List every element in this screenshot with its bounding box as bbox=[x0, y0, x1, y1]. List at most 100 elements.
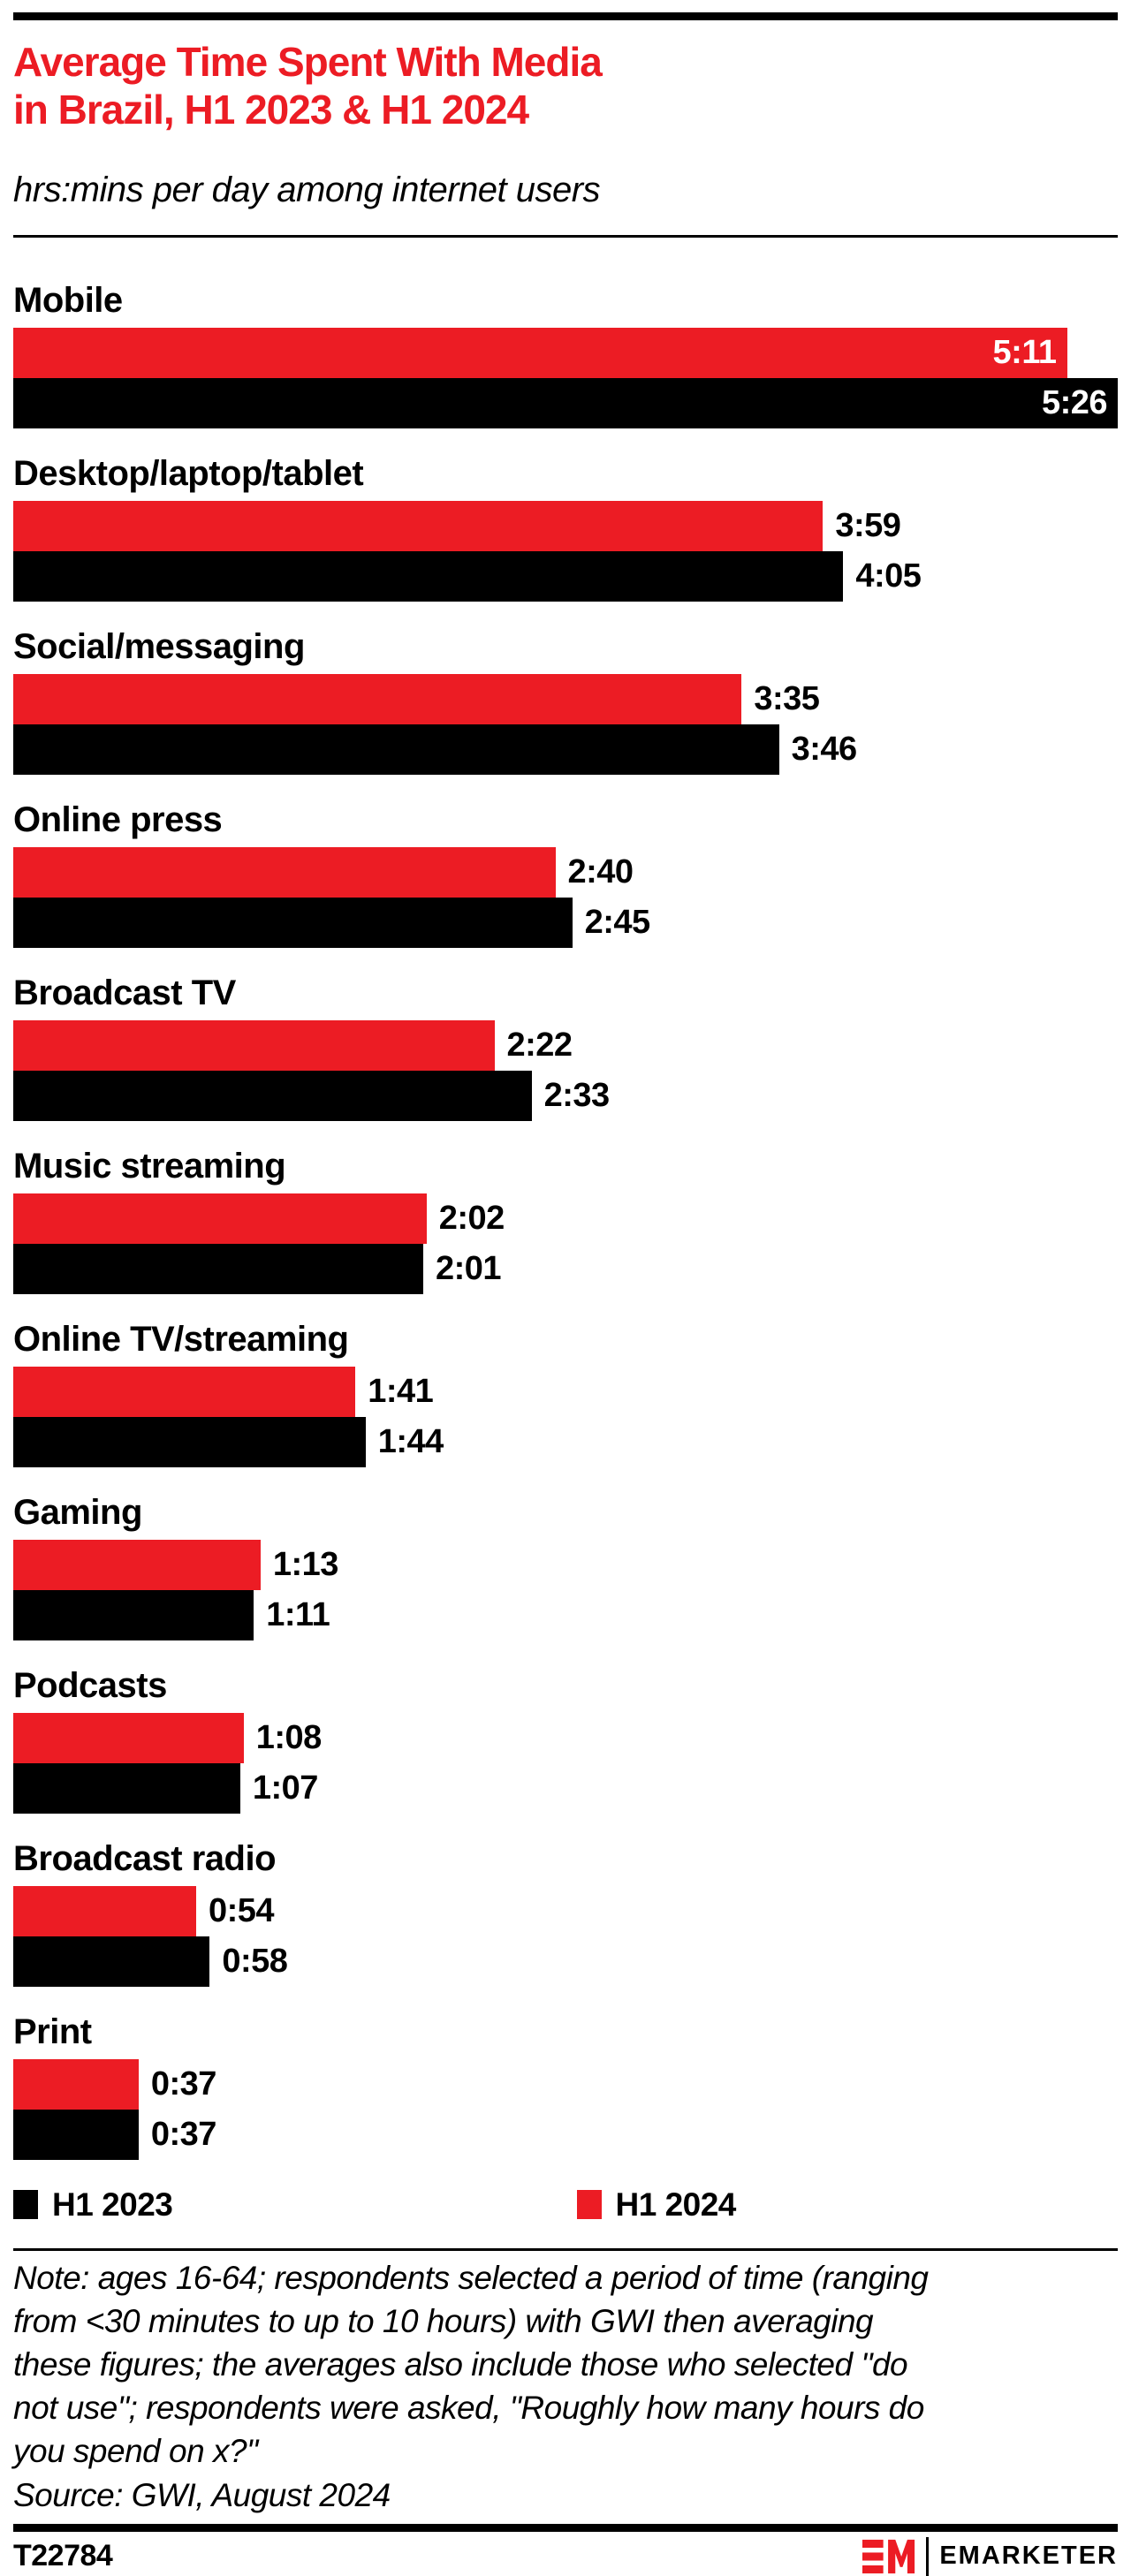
legend-swatch-h1-2023 bbox=[13, 2190, 38, 2220]
bar-value-label: 1:11 bbox=[266, 1595, 330, 1633]
bar-h1-2024 bbox=[13, 673, 742, 724]
bar-h1-2024 bbox=[13, 1712, 244, 1763]
legend-item-h1-2024: H1 2024 bbox=[576, 2186, 737, 2224]
bar-h1-2023 bbox=[13, 1936, 210, 1987]
bar-h1-2023 bbox=[13, 550, 844, 602]
bar-h1-2023 bbox=[13, 1589, 254, 1640]
bar-value-label: 2:22 bbox=[506, 1026, 573, 1064]
category-label: Desktop/laptop/tablet bbox=[13, 453, 364, 493]
note-divider bbox=[13, 2247, 1118, 2251]
bar-value-label: 3:59 bbox=[835, 506, 901, 544]
bar-line: 2:02 bbox=[13, 1193, 1118, 1244]
bar-value-label: 1:07 bbox=[252, 1769, 319, 1807]
bar-line: 1:44 bbox=[13, 1416, 1118, 1467]
legend-item-h1-2023: H1 2023 bbox=[13, 2186, 173, 2224]
bar-h1-2024 bbox=[13, 500, 824, 551]
bar-value-label: 3:35 bbox=[754, 679, 820, 717]
bar-line: 1:08 bbox=[13, 1712, 1118, 1763]
bar-line: 2:22 bbox=[13, 1019, 1118, 1071]
bar-h1-2023 bbox=[13, 897, 573, 948]
bar-line: 5:11 bbox=[13, 327, 1118, 378]
bar-h1-2023 bbox=[13, 1416, 366, 1467]
bar-value-label: 1:13 bbox=[272, 1545, 339, 1583]
bar-value-label: 2:01 bbox=[436, 1249, 502, 1287]
category-label: Online TV/streaming bbox=[13, 1319, 349, 1359]
bar-line: 3:59 bbox=[13, 500, 1118, 551]
chart-row: Print 0:37 0:37 bbox=[13, 2012, 1118, 2160]
bar-value-label: 5:11 bbox=[992, 333, 1057, 371]
bar-h1-2023 bbox=[13, 724, 779, 775]
legend-label-h1-2023: H1 2023 bbox=[52, 2186, 173, 2223]
bar-chart: Mobile 5:11 5:26 Desktop/laptop/tablet 3:59 4… bbox=[13, 280, 1118, 2160]
category-label: Podcasts bbox=[13, 1665, 167, 1705]
bar-line: 3:46 bbox=[13, 724, 1118, 775]
category-label: Mobile bbox=[13, 280, 123, 320]
brand-name: EMARKETER bbox=[939, 2542, 1118, 2571]
footer-rule bbox=[13, 2523, 1118, 2532]
category-label: Social/messaging bbox=[13, 626, 305, 666]
chart-row: Broadcast radio 0:54 0:58 bbox=[13, 1838, 1118, 1987]
bar-value-label: 3:46 bbox=[791, 730, 858, 768]
chart-id: T22784 bbox=[13, 2539, 113, 2573]
chart-row: Broadcast TV 2:22 2:33 bbox=[13, 973, 1118, 1121]
chart-row: Online TV/streaming 1:41 1:44 bbox=[13, 1319, 1118, 1467]
bar-line: 1:11 bbox=[13, 1589, 1118, 1640]
bar-value-label: 0:37 bbox=[150, 2065, 217, 2102]
bar-h1-2024 bbox=[13, 1885, 196, 1936]
bar-h1-2024 bbox=[13, 846, 556, 898]
bar-value-label: 1:44 bbox=[377, 1422, 444, 1460]
chart-row: Desktop/laptop/tablet 3:59 4:05 bbox=[13, 453, 1118, 602]
brand-lockup: EMARKETER bbox=[862, 2536, 1118, 2576]
bar-value-label: 1:08 bbox=[255, 1718, 323, 1756]
bar-value-label: 2:33 bbox=[543, 1076, 611, 1114]
chart-row: Mobile 5:11 5:26 bbox=[13, 280, 1118, 428]
bar-value-label: 5:26 bbox=[1041, 383, 1108, 421]
bar-line: 0:58 bbox=[13, 1936, 1118, 1987]
category-label: Broadcast radio bbox=[13, 1838, 277, 1878]
bar-h1-2024 bbox=[13, 1366, 356, 1417]
bar-h1-2023: 5:26 bbox=[13, 377, 1118, 428]
bar-h1-2024: 5:11 bbox=[13, 327, 1067, 378]
page-title: Average Time Spent With Media in Brazil,… bbox=[13, 39, 603, 133]
bar-line: 0:54 bbox=[13, 1885, 1118, 1936]
bar-line: 2:45 bbox=[13, 897, 1118, 948]
bar-line: 2:33 bbox=[13, 1070, 1118, 1121]
bar-line: 1:41 bbox=[13, 1366, 1118, 1417]
bar-h1-2024 bbox=[13, 1193, 427, 1244]
bar-h1-2024 bbox=[13, 1019, 495, 1071]
category-label: Online press bbox=[13, 799, 223, 839]
footer: T22784 EMARKETER bbox=[13, 2536, 1118, 2576]
category-label: Print bbox=[13, 2012, 92, 2051]
bar-value-label: 0:54 bbox=[209, 1891, 275, 1929]
chart-row: Gaming 1:13 1:11 bbox=[13, 1492, 1118, 1640]
header-divider bbox=[13, 234, 1118, 238]
emarketer-logo-icon bbox=[862, 2539, 915, 2573]
bar-line: 2:40 bbox=[13, 846, 1118, 898]
legend-swatch-h1-2024 bbox=[576, 2190, 602, 2220]
bar-value-label: 0:58 bbox=[222, 1942, 288, 1980]
chart-row: Social/messaging 3:35 3:46 bbox=[13, 626, 1118, 775]
legend: H1 2023 H1 2024 bbox=[13, 2186, 1118, 2223]
bar-h1-2024 bbox=[13, 2058, 139, 2110]
bar-value-label: 1:41 bbox=[368, 1372, 434, 1410]
bar-value-label: 0:37 bbox=[150, 2115, 217, 2153]
bar-value-label: 2:45 bbox=[584, 903, 651, 941]
bar-line: 2:01 bbox=[13, 1243, 1118, 1294]
bar-value-label: 2:40 bbox=[567, 852, 634, 890]
brand-divider bbox=[926, 2536, 930, 2576]
bar-h1-2023 bbox=[13, 1070, 532, 1121]
bar-value-label: 4:05 bbox=[855, 557, 922, 595]
bar-line: 3:35 bbox=[13, 673, 1118, 724]
bar-h1-2024 bbox=[13, 1539, 261, 1590]
chart-row: Music streaming 2:02 2:01 bbox=[13, 1146, 1118, 1294]
bar-line: 5:26 bbox=[13, 377, 1118, 428]
source-text: Source: GWI, August 2024 bbox=[13, 2476, 391, 2513]
bar-line: 4:05 bbox=[13, 550, 1118, 602]
bar-h1-2023 bbox=[13, 1762, 240, 1814]
bar-line: 1:07 bbox=[13, 1762, 1118, 1814]
bar-line: 0:37 bbox=[13, 2058, 1118, 2110]
legend-label-h1-2024: H1 2024 bbox=[615, 2186, 737, 2223]
category-label: Music streaming bbox=[13, 1146, 286, 1186]
chart-row: Podcasts 1:08 1:07 bbox=[13, 1665, 1118, 1814]
